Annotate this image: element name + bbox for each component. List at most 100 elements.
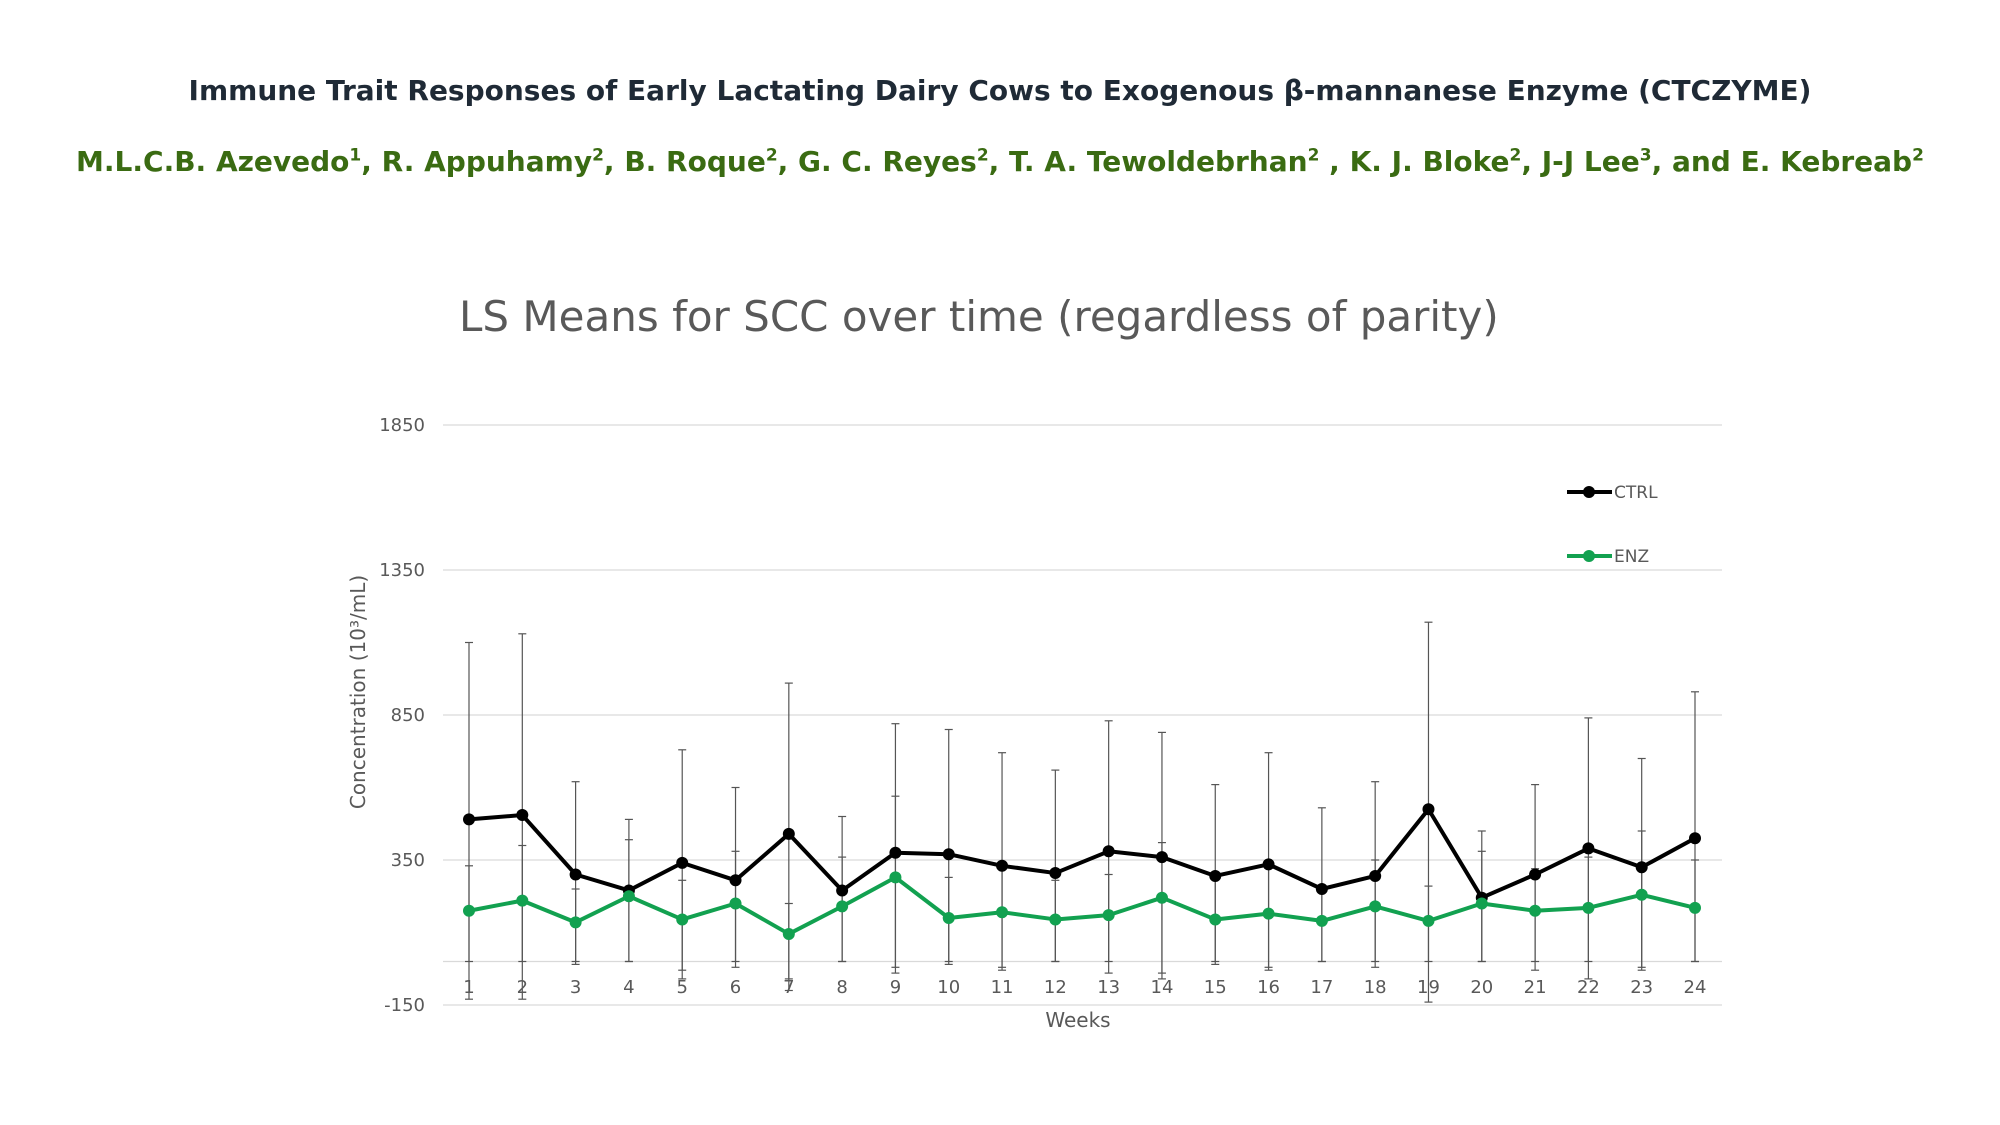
author-separator: , [603,145,625,178]
legend-marker-enz [1583,550,1595,562]
y-axis-label: Concentration (10³/mL) [346,575,370,809]
legend: CTRL ENZ [1567,483,1658,567]
x-tick-label: 14 [1151,977,1174,998]
x-tick-label: 1 [463,977,474,998]
author-affiliation: 2 [976,145,989,166]
poster-title: Immune Trait Responses of Early Lactatin… [188,74,1812,107]
author-name: B. Roque [624,145,766,178]
data-point-ctrl [1369,869,1382,882]
x-tick-label: 3 [570,977,581,998]
x-tick-label: 4 [623,977,634,998]
data-point-enz [942,912,955,924]
data-point-enz [1635,888,1648,901]
data-point-ctrl [889,846,902,859]
x-tick-label: 19 [1417,977,1440,998]
data-point-ctrl [1102,845,1115,858]
author-affiliation: 2 [1509,145,1522,166]
x-tick-label: 15 [1204,977,1227,998]
data-point-enz [622,890,635,903]
author-name: G. C. Reyes [798,145,977,178]
x-tick-label: 23 [1630,977,1653,998]
data-point-enz [782,927,795,940]
author-name: T. A. Tewoldebrhan [1009,145,1308,178]
series-lines [463,803,1701,940]
author-affiliation: 1 [349,145,362,166]
data-point-ctrl [942,848,955,861]
x-tick-label: 5 [676,977,687,998]
x-tick-label: 8 [836,977,847,998]
data-point-ctrl [836,884,849,897]
data-point-enz [569,916,582,929]
author-separator: , [1319,145,1350,178]
x-tick-label: 11 [991,977,1014,998]
data-point-enz [1262,907,1275,920]
data-point-enz [1582,901,1595,914]
x-tick-label: 21 [1524,977,1547,998]
data-point-ctrl [1689,832,1701,845]
data-point-enz [996,906,1009,919]
data-point-enz [1102,909,1115,922]
data-point-ctrl [1422,803,1435,816]
legend-label-enz: ENZ [1614,547,1649,567]
data-point-ctrl [1209,869,1222,882]
y-tick-label: 850 [391,705,425,726]
author-affiliation: 2 [1307,145,1320,166]
y-tick-label: 1350 [379,560,425,581]
author-name: J-J Lee [1541,145,1640,178]
x-tick-label: 7 [783,977,794,998]
data-point-ctrl [1315,883,1328,895]
data-point-enz [1049,913,1062,926]
x-tick-label: 18 [1364,977,1387,998]
x-axis-label: Weeks [1045,1008,1110,1032]
legend-marker-ctrl [1583,486,1595,498]
x-tick-label: 20 [1470,977,1493,998]
author-separator: , [361,145,382,178]
data-point-ctrl [463,813,475,826]
author-name: E. Kebreab [1740,145,1913,178]
data-point-enz [516,894,529,907]
x-tick-label: 10 [937,977,960,998]
chart-title: LS Means for SCC over time (regardless o… [459,292,1499,341]
data-point-ctrl [516,809,529,822]
legend-label-ctrl: CTRL [1614,483,1658,503]
x-tick-label: 9 [890,977,901,998]
data-point-ctrl [569,868,582,881]
author-separator: , [1521,145,1542,178]
data-point-enz [676,913,689,926]
data-point-ctrl [1262,858,1275,871]
author-separator: , [777,145,799,178]
data-point-enz [1369,900,1382,913]
author-name: M.L.C.B. Azevedo [76,145,350,178]
data-point-enz [836,900,849,913]
x-tick-label: 22 [1577,977,1600,998]
x-axis-ticks: 1 2 3 4 5 6 7 8 9 10 11 12 13 14 15 16 17 18 19 20 21 22 23 24 [463,977,1706,998]
author-affiliation: 2 [592,145,604,166]
author-list: M.L.C.B. Azevedo1, R. Appuhamy2, B. Roqu… [0,145,2000,178]
y-tick-label: 1850 [379,415,425,436]
x-tick-label: 17 [1310,977,1333,998]
data-point-enz [1422,914,1435,927]
data-point-enz [1689,901,1701,914]
series-line-ctrl [468,807,1696,900]
author-affiliation: 2 [765,145,778,166]
error-bars [465,621,1699,1003]
author-separator: , and [1651,145,1741,178]
data-point-ctrl [1529,868,1542,881]
data-point-enz [1315,914,1328,927]
author-separator: , [988,145,1010,178]
x-tick-label: 13 [1097,977,1120,998]
data-point-enz [1475,897,1488,910]
x-tick-label: 2 [517,977,528,998]
data-point-ctrl [996,859,1009,872]
series-line-enz [468,875,1696,936]
gridlines [443,424,1722,1006]
data-point-ctrl [1582,842,1595,855]
y-tick-label: -150 [384,995,425,1016]
data-point-ctrl [1049,867,1062,880]
x-tick-label: 24 [1684,977,1707,998]
y-tick-label: 350 [391,850,425,871]
data-point-enz [1209,913,1222,926]
author-name: K. J. Bloke [1349,145,1510,178]
data-point-enz [889,871,902,884]
